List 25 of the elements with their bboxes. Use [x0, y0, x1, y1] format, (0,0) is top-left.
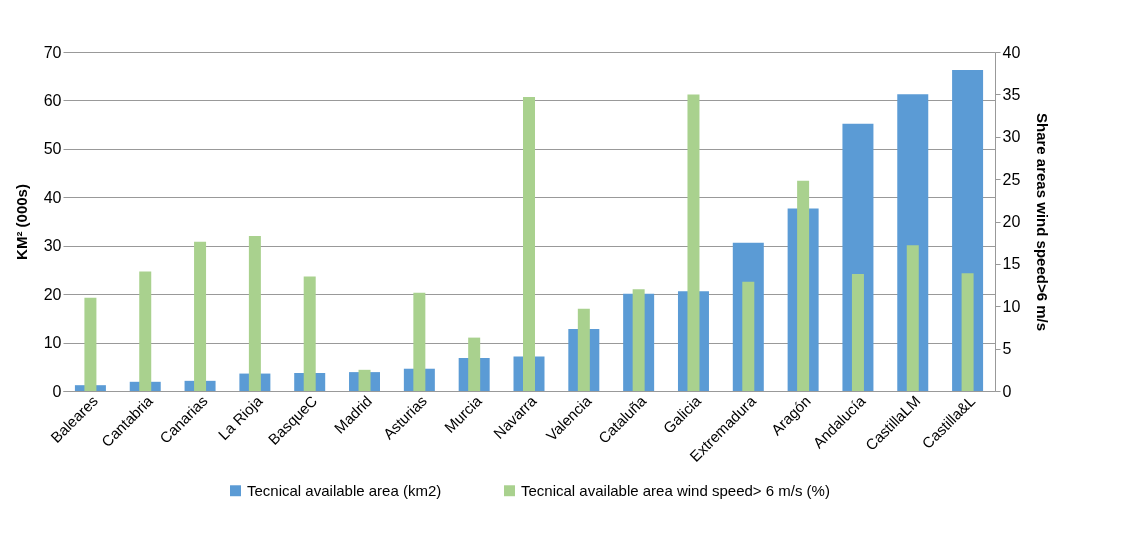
- legend-label: Tecnical available area (km2): [247, 481, 442, 499]
- y-tick-label: 20: [43, 285, 62, 303]
- bar: [906, 245, 919, 391]
- y2-tick-label: 30: [1002, 128, 1021, 146]
- bar: [961, 273, 974, 391]
- y2-axis-title: Share areas wind speed>6 m/s: [1034, 112, 1052, 332]
- y2-tick-label: 5: [1002, 340, 1012, 358]
- y-tick-label: 60: [43, 91, 62, 109]
- y2-tick-label: 0: [1002, 382, 1012, 400]
- y2-tick-label: 35: [1002, 85, 1021, 103]
- y2-tick-label: 15: [1002, 255, 1021, 273]
- y-tick-label: 10: [43, 334, 62, 352]
- y2-tick-label: 10: [1002, 297, 1021, 315]
- y-axis-title: KM² (000s): [12, 184, 30, 260]
- y-tick-label: 30: [43, 237, 62, 255]
- legend-label: Tecnical available area wind speed> 6 m/s (%): [521, 481, 830, 499]
- y-tick-label: 40: [43, 188, 62, 206]
- bar: [851, 274, 864, 391]
- y-tick-label: 70: [43, 43, 62, 61]
- y2-tick-label: 20: [1002, 213, 1021, 230]
- y2-tick-label: 25: [1002, 170, 1021, 188]
- bar: [742, 281, 755, 391]
- y2-tick-label: 40: [1002, 43, 1021, 61]
- y-tick-label: 0: [52, 382, 62, 400]
- y-tick-label: 50: [43, 140, 62, 158]
